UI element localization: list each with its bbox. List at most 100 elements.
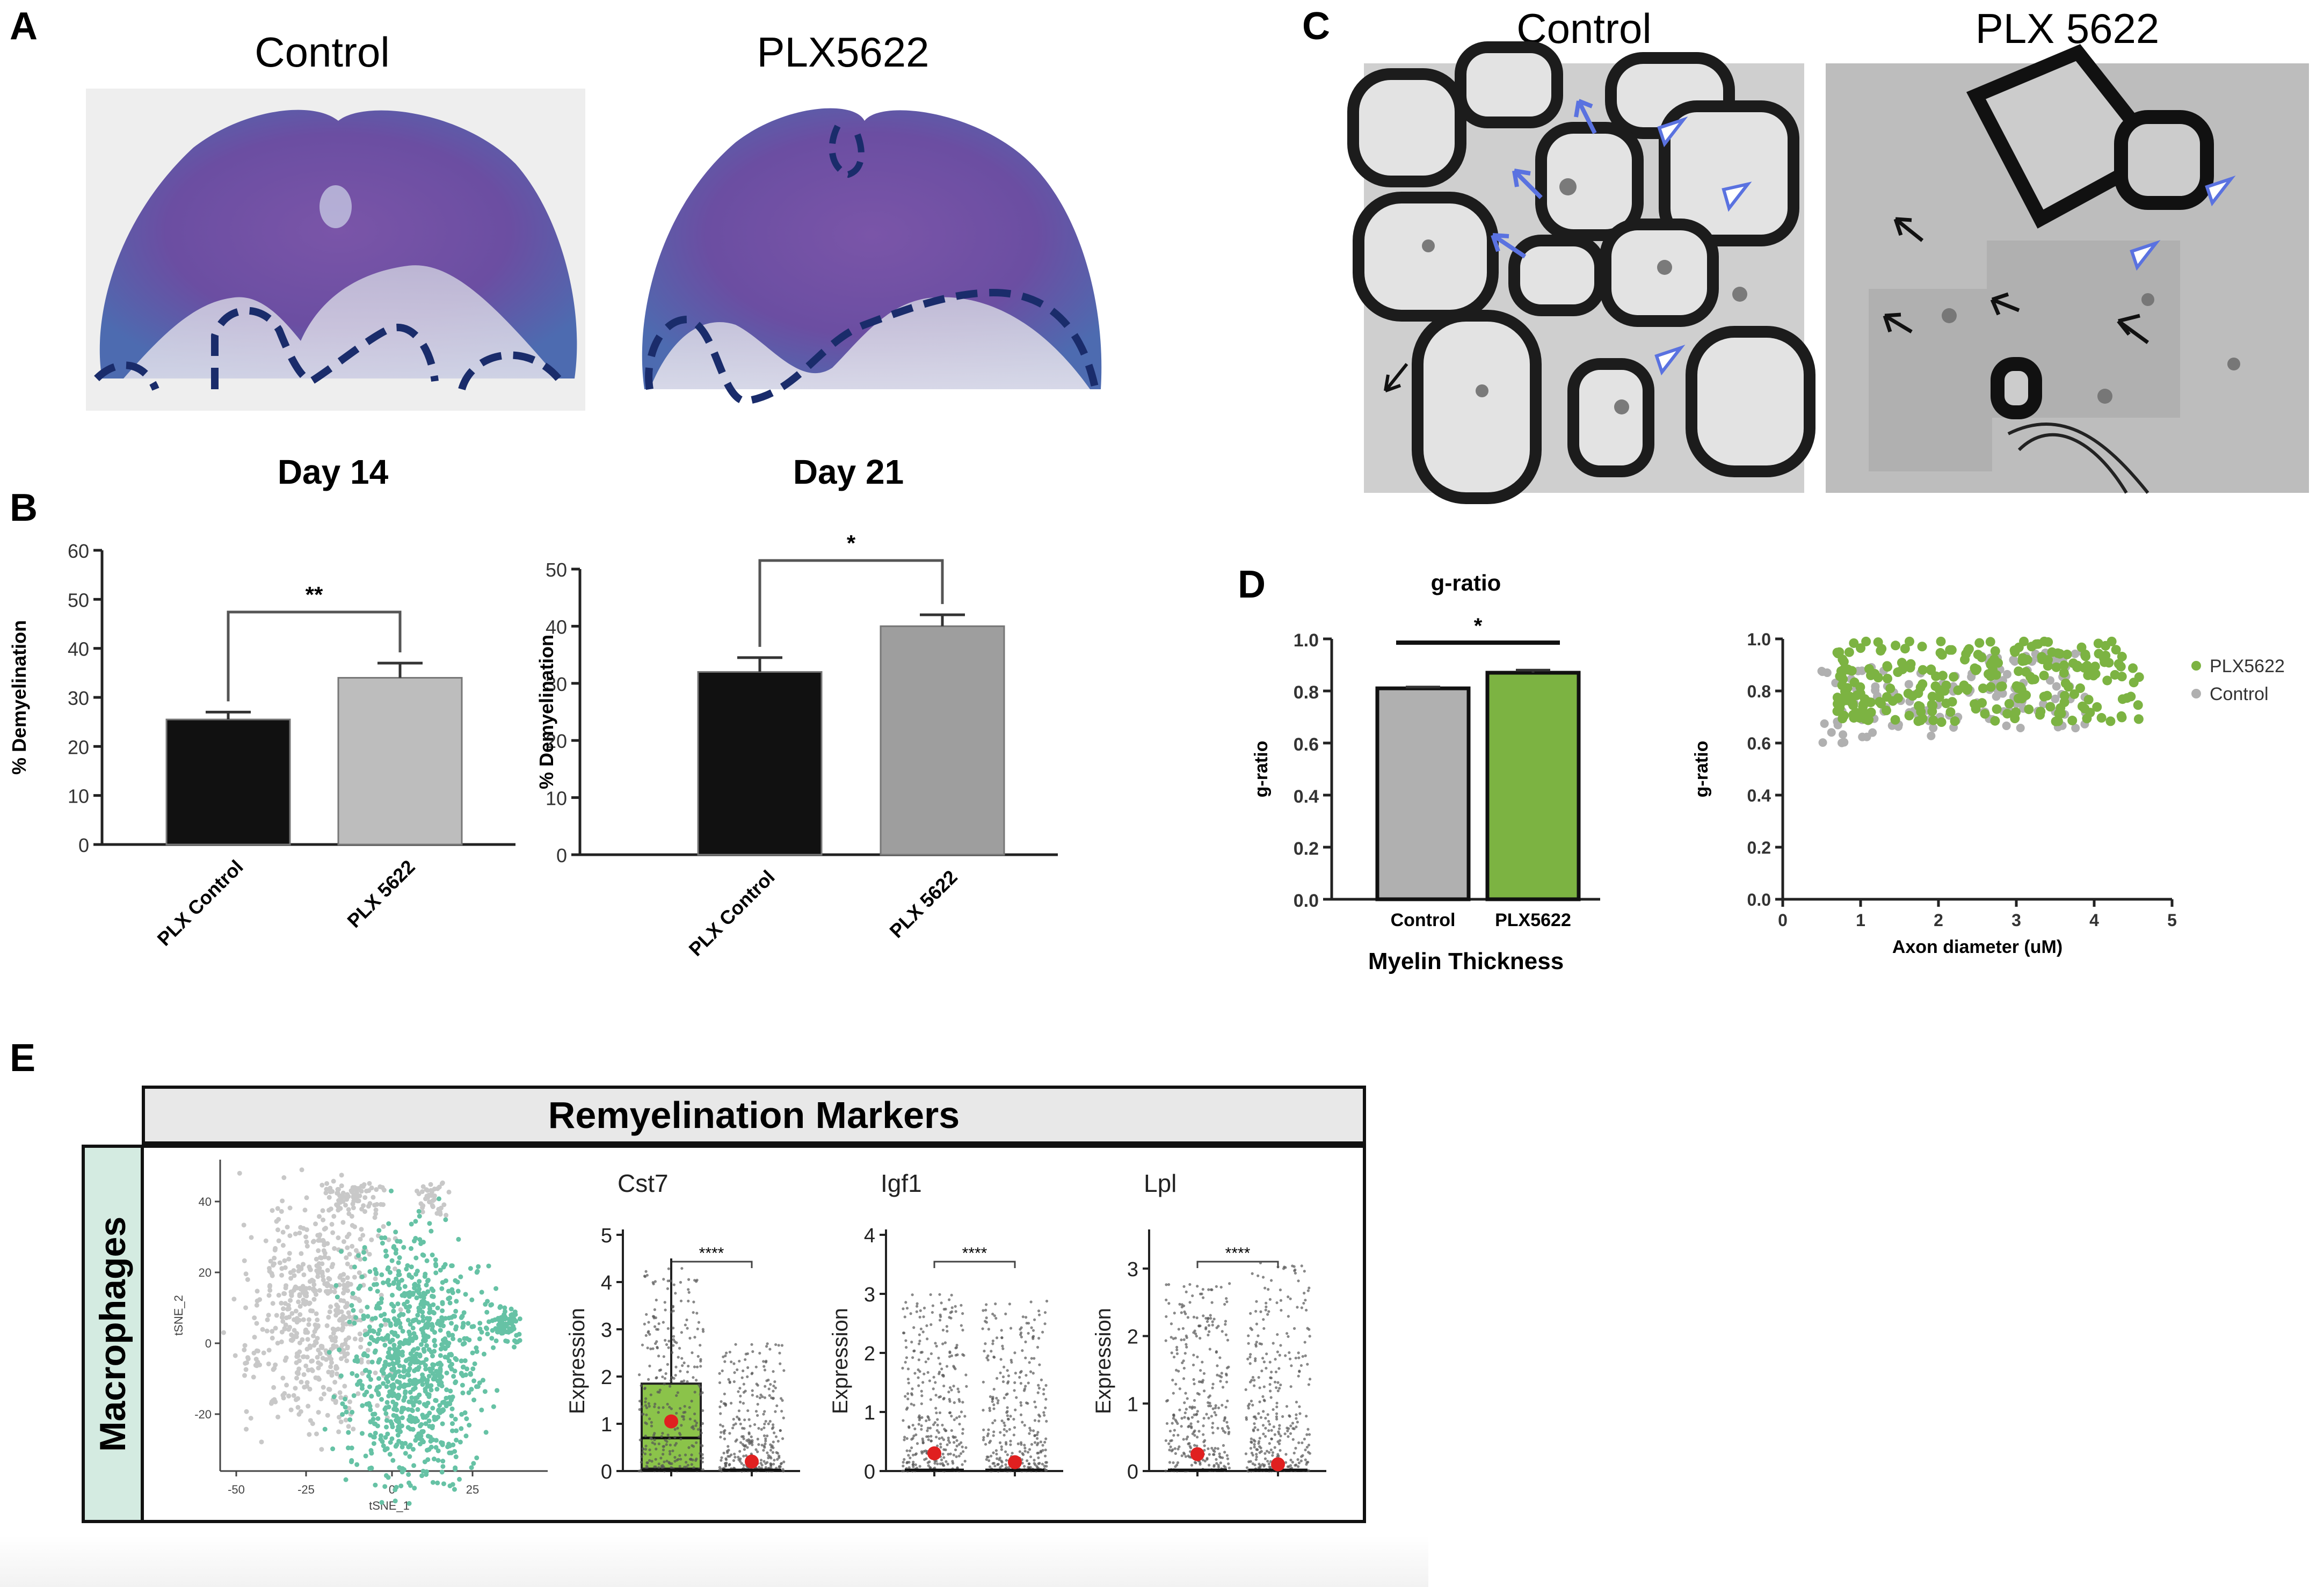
- plx-point: [2105, 716, 2116, 726]
- tsne-point: [376, 1228, 382, 1233]
- expression-point: [920, 1351, 924, 1354]
- tsne-point: [460, 1314, 465, 1319]
- tsne-point: [472, 1361, 477, 1366]
- plx-point: [1945, 645, 1955, 655]
- expression-point: [740, 1462, 743, 1465]
- tsne-point: [364, 1389, 369, 1395]
- expression-point: [1289, 1464, 1292, 1467]
- expression-point: [985, 1303, 988, 1306]
- expression-point: [758, 1466, 761, 1469]
- plx-point: [1941, 680, 1951, 690]
- plx-point: [1837, 680, 1847, 690]
- tsne-point: [437, 1378, 442, 1384]
- expression-point: [1249, 1353, 1252, 1356]
- tsne-point: [360, 1383, 365, 1388]
- expression-point: [904, 1360, 907, 1364]
- plx-point: [1974, 638, 1985, 648]
- plx-point: [1963, 683, 1973, 694]
- expression-point: [953, 1418, 956, 1422]
- tsne-point: [403, 1451, 408, 1456]
- expression-point: [1275, 1386, 1278, 1389]
- tsne-point: [474, 1270, 480, 1275]
- expression-point: [648, 1417, 651, 1421]
- expression-point: [1224, 1372, 1228, 1375]
- tsne-point: [517, 1316, 522, 1321]
- expression-point: [1211, 1323, 1214, 1327]
- expression-point: [1263, 1435, 1267, 1438]
- y-axis-label: g-ratio: [1251, 741, 1272, 798]
- expression-point: [724, 1465, 727, 1468]
- tsne-point: [397, 1351, 402, 1357]
- tsne-point: [441, 1323, 446, 1329]
- tsne-point: [425, 1188, 430, 1193]
- expression-point: [1278, 1439, 1282, 1442]
- expression-point: [1180, 1425, 1183, 1428]
- tsne-point: [359, 1359, 364, 1365]
- expression-point: [1019, 1328, 1022, 1331]
- expression-point: [958, 1422, 961, 1426]
- expression-point: [1199, 1337, 1202, 1340]
- expression-point: [1216, 1447, 1219, 1450]
- tsne-point: [405, 1317, 411, 1323]
- expression-point: [1259, 1310, 1262, 1313]
- tsne-point: [367, 1370, 372, 1375]
- expression-point: [982, 1309, 985, 1312]
- expression-point: [918, 1340, 921, 1343]
- expression-point: [1275, 1417, 1279, 1421]
- expression-point: [927, 1357, 930, 1360]
- y-tick-label: 0.8: [1294, 682, 1319, 703]
- tsne-point: [306, 1403, 311, 1409]
- plx-point: [1844, 647, 1854, 657]
- tsne-point: [307, 1266, 313, 1272]
- tsne-point: [304, 1239, 309, 1244]
- tsne-point: [415, 1395, 420, 1400]
- tsne-point: [369, 1394, 374, 1399]
- expression-point: [1019, 1401, 1022, 1404]
- panel-b-day21-title: Day 21: [793, 453, 904, 491]
- tsne-point: [367, 1181, 372, 1186]
- expression-point: [903, 1458, 906, 1461]
- tsne-point: [440, 1280, 445, 1285]
- tsne-point: [373, 1276, 378, 1282]
- tsne-point: [512, 1344, 517, 1350]
- y-tick-label: 1: [864, 1402, 875, 1424]
- expression-point: [998, 1457, 1001, 1460]
- expression-point: [1019, 1441, 1023, 1444]
- expression-point: [769, 1382, 772, 1386]
- expression-point: [992, 1434, 995, 1437]
- expression-point: [678, 1407, 682, 1410]
- y-tick-label: 4: [601, 1272, 612, 1294]
- expression-point: [1207, 1324, 1211, 1327]
- tsne-point: [367, 1269, 373, 1274]
- expression-point: [655, 1340, 658, 1343]
- significance-label: **: [306, 582, 323, 607]
- tsne-point: [282, 1301, 288, 1306]
- expression-point: [672, 1335, 676, 1338]
- expression-point: [779, 1397, 783, 1400]
- tsne-point: [316, 1410, 321, 1415]
- tsne-point: [417, 1237, 423, 1242]
- tsne-point: [408, 1322, 413, 1327]
- expression-point: [1303, 1270, 1306, 1273]
- expression-point: [1224, 1323, 1227, 1326]
- y-tick-label: 20: [199, 1266, 212, 1279]
- expression-point: [1181, 1361, 1184, 1365]
- expression-point: [1028, 1432, 1031, 1435]
- expression-point: [986, 1358, 990, 1362]
- tsne-point: [368, 1407, 373, 1413]
- tsne-point: [512, 1309, 518, 1315]
- expression-point: [701, 1468, 705, 1472]
- tsne-point: [280, 1393, 286, 1398]
- expression-point: [1201, 1379, 1205, 1382]
- expression-point: [929, 1435, 933, 1438]
- tsne-point: [379, 1397, 384, 1402]
- expression-point: [780, 1344, 784, 1347]
- expression-point: [985, 1455, 989, 1459]
- expression-point: [718, 1405, 722, 1409]
- expression-point: [756, 1403, 759, 1406]
- expression-point: [673, 1455, 677, 1459]
- tsne-point: [334, 1371, 339, 1377]
- tsne-point: [433, 1262, 438, 1267]
- tsne-point: [380, 1185, 385, 1190]
- tsne-point: [310, 1358, 315, 1364]
